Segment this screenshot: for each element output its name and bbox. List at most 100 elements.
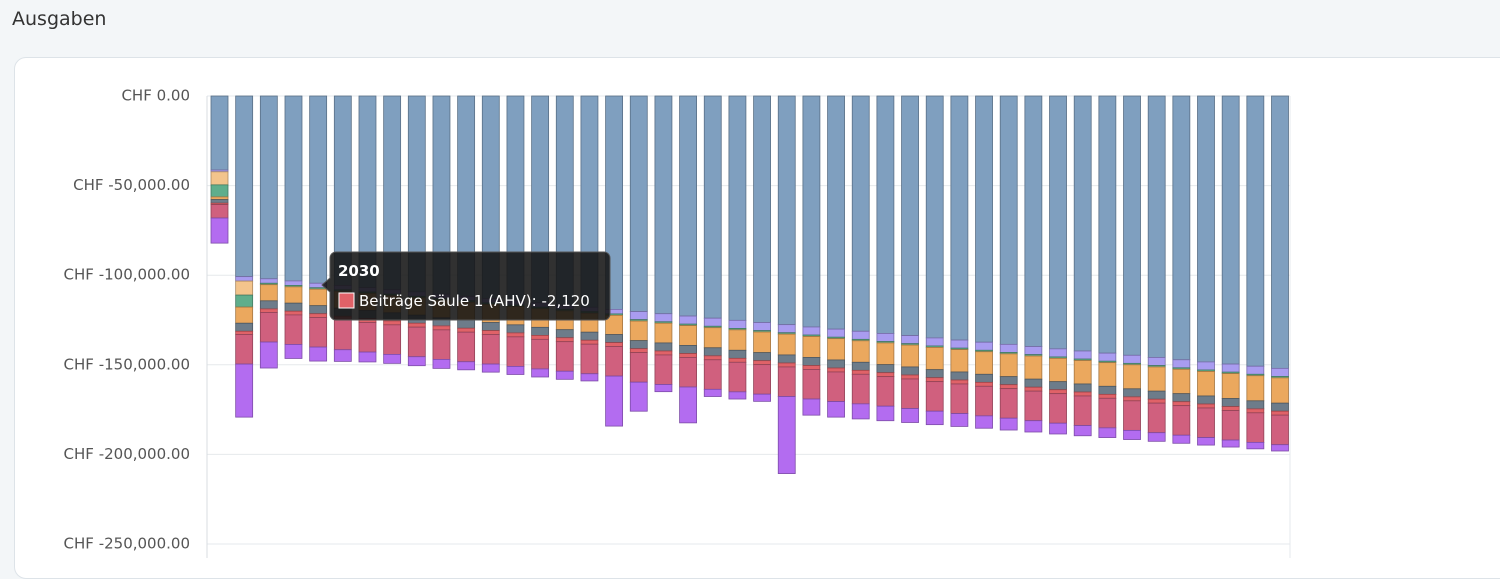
bar-segment xyxy=(1024,386,1043,392)
bar-segment xyxy=(284,302,303,312)
bar-segment xyxy=(728,349,747,359)
bar-segment xyxy=(925,337,944,347)
bar-segment xyxy=(975,385,993,417)
bar-segment xyxy=(1073,360,1092,385)
bar-segment xyxy=(235,95,254,278)
bar-segment xyxy=(210,171,229,186)
bar-segment xyxy=(802,326,821,336)
bar-segment xyxy=(383,324,402,355)
bar-segment xyxy=(679,386,697,424)
bar-segment xyxy=(629,381,648,412)
bar-segment xyxy=(210,217,229,244)
bar-segment xyxy=(1246,408,1265,414)
bar-segment xyxy=(1147,95,1166,358)
bar-segment xyxy=(703,359,722,390)
bar-segment xyxy=(309,288,328,307)
bar-segment xyxy=(555,337,574,343)
bar-segment xyxy=(1221,373,1240,399)
bar-segment xyxy=(925,410,944,426)
bar-segment xyxy=(876,372,895,378)
bar-segment xyxy=(975,373,993,383)
bar-segment xyxy=(605,346,624,377)
bar-segment xyxy=(950,371,969,381)
bar-segment xyxy=(1049,389,1067,395)
bar-segment xyxy=(1172,359,1191,369)
bar-segment xyxy=(1246,375,1265,402)
bar-segment xyxy=(925,377,944,383)
bar-segment xyxy=(827,371,845,402)
bar-segment xyxy=(901,95,919,336)
bar-segment xyxy=(1024,390,1043,422)
bar-segment xyxy=(802,369,821,400)
bar-segment xyxy=(876,333,895,342)
bar-segment xyxy=(1246,400,1265,410)
bar-segment xyxy=(1271,95,1289,369)
bar-segment xyxy=(703,347,722,357)
bar-segment xyxy=(531,335,550,340)
bar-segment xyxy=(679,325,697,346)
bar-segment xyxy=(654,322,673,344)
y-tick-label: CHF -150,000.00 xyxy=(64,355,190,373)
bar-segment xyxy=(1123,388,1141,398)
bar-segment xyxy=(925,369,944,379)
bar-segment xyxy=(999,417,1018,431)
bar-segment xyxy=(284,310,303,316)
y-tick-label: CHF -200,000.00 xyxy=(64,445,190,463)
bar-segment xyxy=(531,338,550,370)
bar-segment xyxy=(1246,412,1265,443)
bar-segment xyxy=(1172,95,1191,361)
bar-segment xyxy=(1098,393,1117,399)
bar-segment xyxy=(753,364,771,395)
bar-segment xyxy=(802,357,821,366)
bar-segment xyxy=(1271,444,1289,452)
bar-segment xyxy=(1147,398,1166,404)
bar-segment xyxy=(1221,410,1240,441)
bar-segment xyxy=(1147,357,1166,366)
bar-segment xyxy=(358,322,377,353)
bar-segment xyxy=(654,313,673,323)
bar-segment xyxy=(235,276,254,282)
bar-segment xyxy=(629,340,648,350)
bar-segment xyxy=(506,336,525,367)
bar-segment xyxy=(1172,393,1191,403)
bar-segment xyxy=(531,368,550,378)
bar-segment xyxy=(1098,385,1117,395)
bar-segment xyxy=(1221,439,1240,448)
bar-segment xyxy=(1147,432,1166,442)
bar-segment xyxy=(1221,398,1240,407)
bar-segment xyxy=(1024,378,1043,388)
bar-segment xyxy=(827,401,845,418)
bar-segment xyxy=(1197,371,1215,397)
bar-segment xyxy=(975,351,993,375)
bar-segment xyxy=(284,344,303,359)
bar-segment xyxy=(235,280,254,296)
bar-segment xyxy=(235,322,254,332)
tooltip: 2030 Beiträge Säule 1 (AHV): -2,120 xyxy=(321,251,611,321)
bar-segment xyxy=(901,378,919,409)
bar-segment xyxy=(827,95,845,330)
bar-segment xyxy=(580,331,599,341)
bar-segment xyxy=(851,95,870,332)
y-tick-label: CHF -250,000.00 xyxy=(64,535,190,553)
bar-segment xyxy=(1123,429,1141,440)
bar-segment xyxy=(1147,366,1166,392)
bar-segment xyxy=(679,353,697,358)
bar-segment xyxy=(1197,361,1215,371)
bar-segment xyxy=(481,322,500,331)
bar-segment xyxy=(259,300,278,310)
bar-segment xyxy=(876,364,895,374)
bar-segment xyxy=(851,373,870,405)
bar-segment xyxy=(432,329,451,360)
bar-segment xyxy=(999,384,1018,390)
bar-segment xyxy=(777,95,796,326)
bar-segment xyxy=(555,370,574,380)
bar-segment xyxy=(777,362,796,368)
bar-segment xyxy=(802,398,821,416)
bar-segment xyxy=(432,325,451,331)
bar-segment xyxy=(728,95,747,321)
bar-segment xyxy=(876,95,895,334)
bar-segment xyxy=(1246,95,1265,367)
bar-segment xyxy=(259,312,278,343)
bar-segment xyxy=(753,360,771,366)
bar-segment xyxy=(975,381,993,387)
